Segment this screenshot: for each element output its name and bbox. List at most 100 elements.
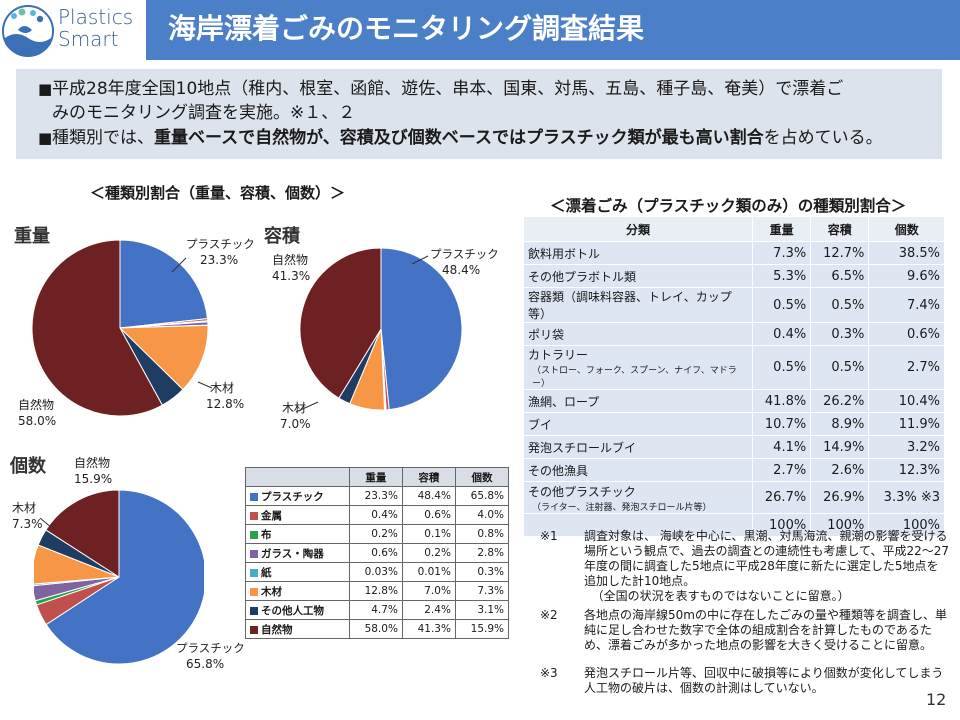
types-category: 漁網、ロープ (523, 389, 753, 413)
volume-label-natural: 自然物 41.3% (272, 253, 311, 283)
count-slice-glass (34, 576, 120, 602)
legend-value: 41.3% (401, 619, 456, 639)
weight-slice-plastic (119, 239, 209, 329)
legend-swatch-icon (250, 511, 258, 520)
types-value: 7.3% (751, 241, 812, 265)
weight-pie-chart (31, 239, 209, 417)
types-category: その他漁具 (523, 458, 753, 482)
legend-value: 4.7% (348, 600, 403, 620)
types-value: 41.8% (751, 389, 812, 413)
types-value: 2.7% (868, 345, 945, 390)
legend-category: その他人工物 (245, 600, 350, 620)
legend-col-volume: 容積 (401, 467, 456, 487)
types-value: 100% (868, 513, 945, 537)
types-value: 3.3% ※3 (868, 481, 945, 514)
types-value: 2.7% (751, 458, 812, 482)
bullet-icon: ■ (38, 80, 53, 98)
legend-swatch-icon (250, 606, 258, 615)
types-row: その他プラボトル類 5.3% 6.5% 9.6% (523, 264, 945, 288)
note-text-2: 各地点の海岸線50mの中に存在したごみの量や種類等を調査し、単純に足し合わせた数… (584, 608, 947, 652)
legend-col-weight: 重量 (348, 467, 403, 487)
legend-value: 4.0% (454, 505, 510, 525)
types-category: ポリ袋 (523, 322, 753, 346)
types-row: 発泡スチロールブイ 4.1% 14.9% 3.2% (523, 435, 945, 459)
types-value: 10.7% (751, 412, 812, 436)
legend-row: 自然物 58.0% 41.3% 15.9% (245, 619, 510, 639)
summary-line-2: 種類別では、重量ベースで自然物が、容積及び個数ベースではプラスチック類が最も高い… (52, 128, 883, 148)
plastics-smart-logo (2, 5, 54, 57)
types-value: 7.4% (868, 287, 945, 323)
types-value: 9.6% (868, 264, 945, 288)
volume-slice-plastic (380, 247, 463, 411)
page-number: 12 (926, 690, 947, 709)
types-value: 26.9% (810, 481, 870, 514)
types-value: 5.3% (751, 264, 812, 288)
weight-pie-title: 重量 (14, 226, 50, 247)
legend-value: 2.4% (401, 600, 456, 620)
count-slice-natural (45, 489, 120, 578)
legend-row: 金属 0.4% 0.6% 4.0% (245, 505, 510, 525)
legend-row: 木材 12.8% 7.0% 7.3% (245, 581, 510, 601)
legend-category: ガラス・陶器 (245, 543, 350, 563)
types-value: 10.4% (868, 389, 945, 413)
types-category: その他プラスチック （ライター、注射器、発泡スチロール片等） (523, 481, 753, 514)
left-section-heading: ＜種類別割合（重量、容積、個数）＞ (90, 184, 346, 202)
types-row: ブイ 10.7% 8.9% 11.9% (523, 412, 945, 436)
logo-wordmark: Plastics Smart (58, 5, 134, 51)
legend-swatch-icon (250, 568, 258, 577)
count-label-wood: 木材 7.3% (12, 501, 43, 531)
legend-value: 0.03% (348, 562, 403, 582)
weight-label-natural: 自然物 58.0% (18, 398, 57, 428)
volume-pie-title: 容積 (264, 226, 300, 247)
volume-pie-chart (299, 247, 463, 411)
legend-swatch-icon (250, 530, 258, 539)
types-value: 14.9% (810, 435, 870, 459)
types-row: カトラリー （ストロー、フォーク、スプーン、ナイフ、マドラー） 0.5% 0.5% 2.… (523, 345, 945, 390)
types-row: 漁網、ロープ 41.8% 26.2% 10.4% (523, 389, 945, 413)
types-value: 0.5% (751, 287, 812, 323)
types-row: その他プラスチック （ライター、注射器、発泡スチロール片等） 26.7% 26.9% 3… (523, 481, 945, 514)
legend-col-count: 個数 (454, 467, 510, 487)
count-label-natural: 自然物 15.9% (74, 456, 113, 486)
types-value: 0.4% (751, 322, 812, 346)
legend-value: 0.8% (454, 524, 510, 544)
summary-box: ■ 平成28年度全国10地点（稚内、根室、函館、遊佐、串本、国東、対馬、五島、種… (16, 69, 942, 159)
legend-value: 65.8% (454, 486, 510, 506)
legend-category: 金属 (245, 505, 350, 525)
volume-slice-natural (299, 247, 382, 399)
types-value: 2.6% (810, 458, 870, 482)
plastic-type-table: 分類 重量 容積 個数 飲料用ボトル 7.3% 12.7% 38.5% その他プラボトル… (523, 216, 945, 537)
legend-row: ガラス・陶器 0.6% 0.2% 2.8% (245, 543, 510, 563)
types-value: 8.9% (810, 412, 870, 436)
legend-value: 15.9% (454, 619, 510, 639)
note-mark-2: ※2 (540, 608, 558, 622)
legend-value: 0.1% (401, 524, 456, 544)
legend-row: 布 0.2% 0.1% 0.8% (245, 524, 510, 544)
legend-category: プラスチック (245, 486, 350, 506)
types-category: ブイ (523, 412, 753, 436)
types-value: 4.1% (751, 435, 812, 459)
types-col-volume: 容積 (810, 216, 870, 242)
bullet-icon: ■ (38, 129, 53, 147)
legend-category: 木材 (245, 581, 350, 601)
legend-category: 自然物 (245, 619, 350, 639)
legend-value: 0.3% (454, 562, 510, 582)
types-row: ポリ袋 0.4% 0.3% 0.6% (523, 322, 945, 346)
count-pie-chart (34, 489, 204, 665)
types-value: 0.6% (868, 322, 945, 346)
category-share-table: 重量 容積 個数 プラスチック 23.3% 48.4% 65.8% 金属 0.4% 0.6%… (245, 467, 510, 639)
types-category: カトラリー （ストロー、フォーク、スプーン、ナイフ、マドラー） (523, 345, 753, 390)
types-value: 6.5% (810, 264, 870, 288)
legend-value: 23.3% (348, 486, 403, 506)
legend-value: 0.2% (348, 524, 403, 544)
count-slice-plastic (45, 489, 204, 665)
types-row: その他漁具 2.7% 2.6% 12.3% (523, 458, 945, 482)
legend-value: 0.01% (401, 562, 456, 582)
legend-value: 0.6% (401, 505, 456, 525)
legend-swatch-icon (250, 587, 258, 596)
types-category: 発泡スチロールブイ (523, 435, 753, 459)
types-value: 38.5% (868, 241, 945, 265)
types-row: 飲料用ボトル 7.3% 12.7% 38.5% (523, 241, 945, 265)
types-value: 0.5% (810, 287, 870, 323)
